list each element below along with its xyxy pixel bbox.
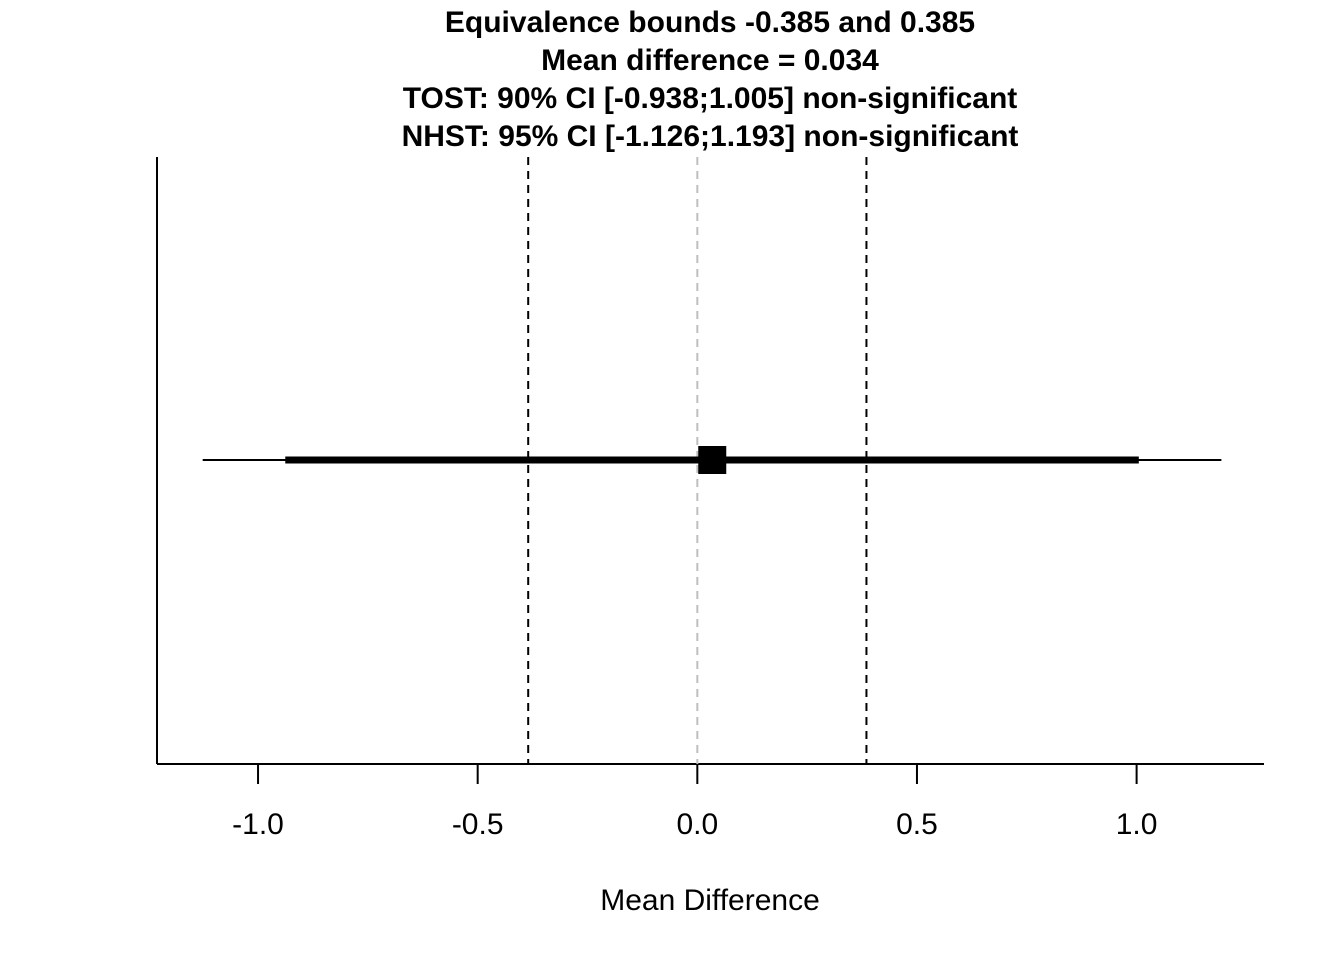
x-tick-label: -1.0 [232,808,284,841]
chart-title-line-2: Mean difference = 0.034 [541,44,879,77]
x-axis-ticks: -1.0 -0.5 0.0 0.5 1.0 [232,764,1157,841]
x-tick-label: 1.0 [1116,808,1158,841]
ci-marks [202,446,1222,474]
mean-difference-point [698,446,727,474]
x-axis-label: Mean Difference [600,884,820,917]
chart-title-line-3: TOST: 90% CI [-0.938;1.005] non-signific… [402,82,1018,115]
x-tick-label: 0.0 [676,808,718,841]
reference-lines [527,157,868,764]
x-tick-label: 0.5 [896,808,938,841]
x-tick-label: -0.5 [452,808,504,841]
chart-title-line-1: Equivalence bounds -0.385 and 0.385 [444,6,976,39]
chart-title-line-4: NHST: 95% CI [-1.126;1.193] non-signific… [401,120,1019,153]
